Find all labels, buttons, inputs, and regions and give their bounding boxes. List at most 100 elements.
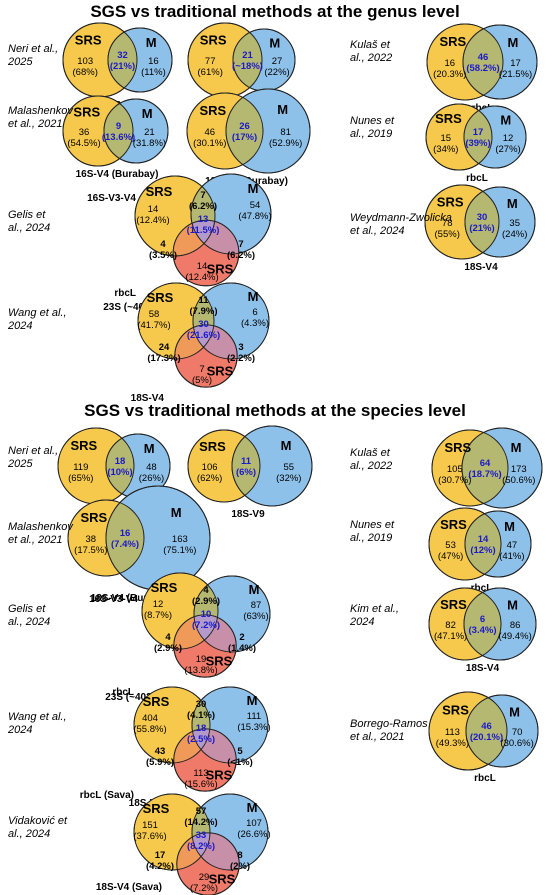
m-srs2-shared-percent: (2.2%) — [227, 353, 255, 364]
shared-count: 14 — [478, 534, 489, 545]
author-citation: Kulaš et al., 2022 — [350, 39, 392, 64]
srs2-only-count: 113 — [193, 768, 208, 779]
m-only-count: 21 — [144, 127, 155, 138]
m-only-percent: (22%) — [264, 67, 289, 78]
srs-label: SRS — [439, 34, 466, 49]
all-shared-count: 13 — [198, 214, 209, 225]
m-srs2-shared-count: 8 — [237, 850, 242, 861]
shared-count: 64 — [480, 458, 491, 469]
m-srs2-shared-percent: (<1%) — [227, 757, 253, 768]
srs-only-count: 38 — [86, 534, 97, 545]
m-srs2-shared-count: 2 — [239, 632, 244, 643]
author-citation: Wang et al., 2024 — [7, 307, 67, 332]
srs-only-count: 12 — [153, 599, 164, 610]
srs2-label: SRS — [206, 653, 233, 668]
venn-panel: SRSM105(30.7%)173(50.6%)64(18.7%)rbcLKul… — [350, 427, 543, 522]
all-shared-percent: (11.5%) — [187, 225, 220, 236]
marker-label: 16S-V4 (Burabay) — [76, 169, 159, 180]
srs-only-count: 105 — [447, 464, 463, 475]
shared-count: 21 — [242, 50, 253, 61]
srs2-only-percent: (15.6%) — [184, 779, 217, 790]
author-citation: Neri et al., 2025 — [7, 43, 58, 68]
m-label: M — [508, 35, 519, 50]
triple-overlap — [194, 614, 218, 649]
shared-count: 18 — [115, 456, 126, 467]
shared-count: 11 — [241, 456, 252, 467]
author-citation: Neri et al., 2025 — [7, 445, 58, 470]
m-label: M — [509, 705, 520, 720]
m-only-percent: (26.6%) — [237, 829, 270, 840]
m-label: M — [269, 36, 280, 51]
m-only-percent: (27%) — [495, 144, 520, 155]
srs-only-count: 113 — [445, 727, 460, 738]
srs-only-count: 46 — [205, 127, 216, 138]
m-label: M — [146, 35, 157, 50]
srs-label: SRS — [437, 194, 464, 209]
srs-srs2-shared-count: 43 — [155, 746, 166, 757]
srs-only-percent: (17.5%) — [74, 545, 107, 556]
marker2-label: 23S (~402 bp) — [105, 692, 170, 703]
m-only-percent: (41%) — [499, 551, 524, 562]
srs-label: SRS — [442, 703, 469, 718]
srs-label: SRS — [444, 440, 471, 455]
srs-m-shared-percent: (6.2%) — [189, 201, 217, 212]
overlap-region — [106, 434, 134, 498]
srs-only-percent: (62%) — [197, 473, 222, 484]
marker-label: rbcL — [474, 773, 496, 784]
srs-only-percent: (41.7%) — [137, 320, 170, 331]
shared-percent: (39%) — [465, 138, 490, 149]
srs-only-percent: (47%) — [438, 551, 463, 562]
m-label: M — [507, 196, 518, 211]
m-only-count: 35 — [509, 218, 520, 229]
shared-percent: (12%) — [470, 545, 495, 556]
m-srs2-shared-count: 5 — [237, 746, 243, 757]
srs-srs2-shared-count: 17 — [155, 850, 166, 861]
srs-only-percent: (61%) — [198, 67, 223, 78]
venn-panel: SRS M 53(47%) 47(41%) 14(12%) rbcL Nunes et al.… — [350, 507, 532, 594]
srs-srs2-shared-percent: (3.5%) — [149, 250, 177, 261]
author-citation: Malashenkov et al., 2021 — [8, 521, 74, 546]
m-only-count: 17 — [510, 58, 521, 69]
m-only-count: 107 — [246, 818, 262, 829]
m-only-count: 54 — [250, 200, 261, 211]
marker-label: 18S-V4 — [464, 262, 498, 273]
all-shared-count: 30 — [198, 319, 209, 330]
m-only-count: 70 — [512, 727, 523, 738]
srs-only-percent: (65%) — [68, 473, 93, 484]
srs-label: SRS — [147, 290, 174, 305]
srs-only-count: 82 — [445, 620, 456, 631]
srs-srs2-overlap — [173, 220, 215, 256]
venn3-panel: SRS MSRS12(8.7%)87(63%)4(2.9%)10(7.2%)4(2… — [8, 572, 271, 703]
srs-srs2-shared-percent: (17.3%) — [147, 353, 180, 364]
venn3-panel: SRS M SRS 58(41.7%) 6(4.3%) 11(7.9%) 30(21.6%)… — [7, 282, 270, 404]
m-srs2-shared-percent: (2%) — [230, 861, 250, 872]
m-only-percent: (49.4%) — [498, 631, 531, 642]
m-label: M — [511, 440, 522, 455]
m-srs2-overlap — [192, 728, 237, 763]
srs-only-count: 53 — [445, 540, 456, 551]
srs-srs2-shared-percent: (2.9%) — [154, 643, 182, 654]
srs-label: SRS — [199, 103, 226, 118]
all-shared-percent: (21.6%) — [187, 330, 220, 341]
srs-srs2-shared-count: 24 — [159, 342, 170, 353]
overlap-region — [466, 695, 507, 767]
marker-label: rbcL — [466, 173, 488, 184]
srs-only-count: 404 — [142, 713, 158, 724]
overlap-region — [226, 93, 263, 169]
srs-only-count: 58 — [149, 309, 160, 320]
venn-panel: SRS M 78(55%) 35(24%) 30(21%) 18S-V4 Weydmann-… — [350, 184, 536, 273]
m-only-percent: (15.3%) — [237, 722, 270, 733]
srs-only-count: 77 — [205, 56, 216, 67]
venn3-panel: SRS M SRS 404(55.8%) 111(15.3%) 30(4.1%) 18(2.… — [7, 686, 271, 809]
m-only-count: 173 — [511, 464, 527, 475]
shared-percent: (7.4%) — [111, 539, 139, 550]
m-label: M — [142, 106, 153, 121]
srs-label: SRS — [146, 184, 173, 199]
m-only-count: 48 — [146, 462, 157, 473]
all-shared-count: 10 — [201, 609, 212, 620]
overlap-region — [108, 28, 137, 92]
author-citation: Kulaš et al., 2022 — [350, 447, 392, 472]
m-only-percent: (63%) — [243, 611, 268, 622]
m-label: M — [281, 438, 292, 453]
